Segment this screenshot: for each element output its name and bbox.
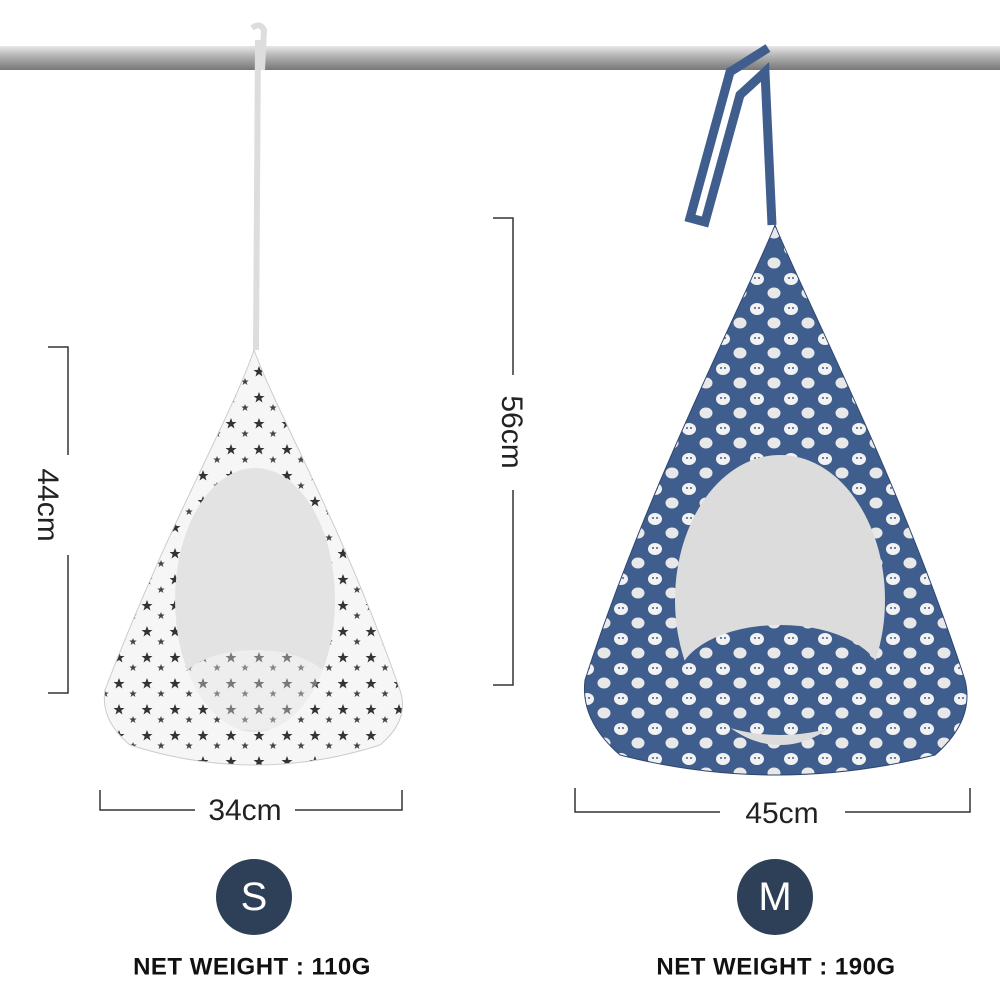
rod — [0, 46, 1000, 70]
width-label: 34cm — [208, 794, 281, 827]
size-badge — [216, 859, 292, 935]
medium-tent — [583, 44, 968, 776]
size-label: M — [758, 875, 791, 919]
small-tent — [103, 22, 403, 766]
net-weight: NET WEIGHT : 190G — [656, 953, 895, 980]
width-label: 45cm — [745, 797, 818, 830]
height-label: 44cm — [31, 468, 64, 541]
net-weight: NET WEIGHT : 110G — [133, 953, 371, 980]
size-badge — [737, 859, 813, 935]
size-label: S — [241, 875, 268, 919]
dimension-lines — [48, 217, 971, 813]
height-label: 56cm — [495, 395, 528, 468]
